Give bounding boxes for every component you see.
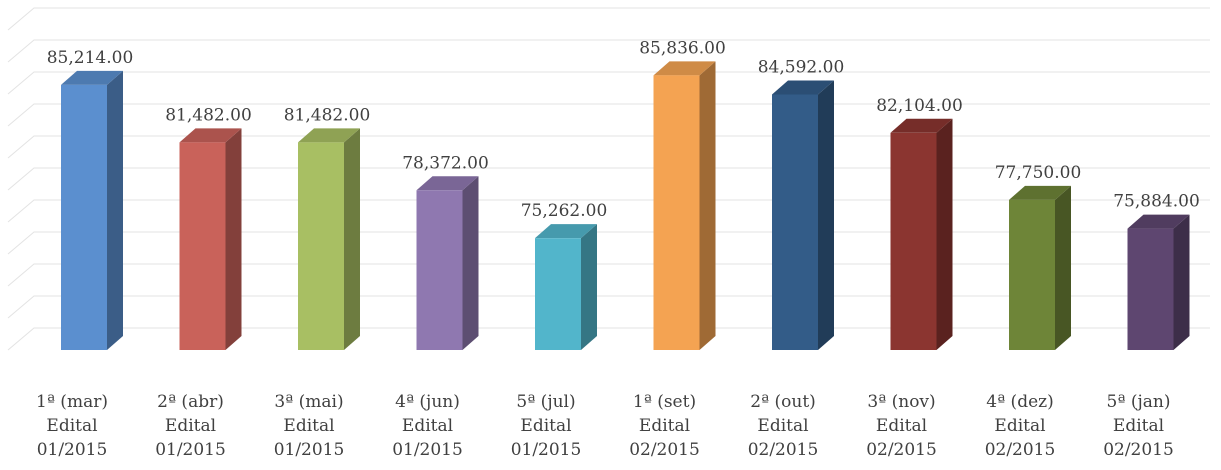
x-tick-label: 2ª (out) Edital 02/2015 [724, 390, 842, 462]
bars [61, 61, 1190, 351]
bar-side-face [107, 70, 123, 350]
bar-top-face [298, 128, 360, 143]
x-tick-label: 5ª (jul) Edital 01/2015 [487, 390, 605, 462]
bar [1009, 185, 1071, 350]
bar-side-face [936, 118, 953, 350]
x-tick-label-line: Edital [46, 416, 98, 436]
x-tick-label-line: 02/2015 [747, 440, 819, 460]
bar-front-face [298, 142, 344, 350]
bar [298, 128, 360, 350]
data-label: 81,482.00 [284, 105, 371, 125]
bar-top-face [416, 176, 479, 191]
x-tick-label-line: Edital [401, 416, 454, 436]
bar [890, 118, 953, 350]
bar-top-face [1009, 185, 1071, 200]
bar-side-face [462, 176, 479, 350]
x-tick-label-line: Edital [1112, 416, 1165, 436]
data-label: 82,104.00 [876, 96, 963, 116]
data-label: 75,262.00 [521, 201, 608, 221]
bar-side-face [1055, 185, 1071, 350]
bar-top-face [535, 224, 597, 239]
bar-side-face [1173, 214, 1190, 350]
x-tick-label: 4ª (jun) Edital 01/2015 [369, 390, 487, 462]
bar-front-face [61, 84, 107, 350]
x-tick-label-line: 4ª (dez) [986, 392, 1054, 412]
x-tick-label-line: 3ª (mai) [274, 392, 344, 412]
bar-front-face [1009, 199, 1055, 350]
bar-side-face [225, 128, 242, 350]
x-tick-label: 3ª (mai) Edital 01/2015 [250, 390, 368, 462]
x-tick-label-line: 5ª (jul) [516, 392, 576, 412]
bar-front-face [179, 142, 226, 350]
x-tick-label: 5ª (jan) Edital 02/2015 [1080, 390, 1198, 462]
bar-side-face [699, 61, 716, 351]
x-tick-label-line: 01/2015 [155, 440, 226, 460]
data-label: 78,372.00 [402, 153, 489, 173]
bar [179, 128, 242, 350]
x-tick-label-line: 1ª (mar) [36, 392, 108, 412]
bar-top-face [61, 70, 123, 85]
data-labels: 85,214.00 81,482.00 81,482.00 78,372.00 75,2… [47, 38, 1200, 221]
bar [1127, 214, 1190, 350]
x-tick-label-line: 2ª (abr) [157, 392, 224, 412]
x-tick-label-line: 5ª (jan) [1106, 392, 1171, 412]
bar [61, 70, 123, 350]
bar-top-face [772, 80, 834, 95]
x-tick-label: 3ª (nov) Edital 02/2015 [843, 390, 961, 462]
bar-top-face [890, 118, 953, 133]
bar-front-face [1127, 228, 1174, 350]
data-label: 77,750.00 [995, 163, 1082, 183]
x-tick-label-line: 4ª (jun) [395, 392, 460, 412]
x-tick-label-line: 02/2015 [984, 440, 1056, 460]
x-tick-label-line: 01/2015 [273, 440, 345, 460]
bar-front-face [772, 94, 818, 350]
x-tick-label-line: 1ª (set) [632, 392, 697, 412]
bar [416, 176, 479, 350]
data-label: 84,592.00 [758, 57, 845, 77]
x-tick-label-line: Edital [638, 416, 691, 436]
gridline [7, 71, 1210, 95]
x-tick-label-line: 02/2015 [866, 440, 937, 460]
x-tick-label-line: 02/2015 [629, 440, 700, 460]
x-tick-label-line: 3ª (nov) [867, 392, 936, 412]
x-tick-label-line: 01/2015 [392, 440, 463, 460]
x-tick-label-line: Edital [283, 416, 335, 436]
x-tick-label-line: Edital [994, 416, 1046, 436]
x-tick-label: 1ª (set) Edital 02/2015 [606, 390, 724, 462]
x-tick-label-line: Edital [164, 416, 217, 436]
bar-front-face [535, 238, 581, 350]
bar-top-face [653, 61, 716, 76]
x-tick-label-line: Edital [520, 416, 572, 436]
bar-side-face [581, 224, 597, 350]
x-tick-label-line: 01/2015 [510, 440, 582, 460]
bar [535, 224, 597, 350]
bar-front-face [416, 190, 463, 350]
x-tick-label-line: Edital [757, 416, 809, 436]
bar-side-face [818, 80, 834, 350]
bar-front-face [890, 132, 937, 350]
x-tick-label: 4ª (dez) Edital 02/2015 [961, 390, 1079, 462]
gridlines [7, 7, 1210, 351]
x-tick-label: 1ª (mar) Edital 01/2015 [13, 390, 131, 462]
x-tick-label: 2ª (abr) Edital 01/2015 [132, 390, 250, 462]
bar [772, 80, 834, 350]
data-label: 85,214.00 [47, 48, 134, 68]
bar-side-face [344, 128, 360, 350]
x-tick-label-line: 2ª (out) [750, 392, 816, 412]
data-label: 75,884.00 [1113, 192, 1200, 212]
bar-top-face [179, 128, 242, 143]
data-label: 81,482.00 [165, 105, 252, 125]
bar [653, 61, 716, 351]
gridline [7, 7, 1210, 31]
x-tick-label-line: 01/2015 [36, 440, 108, 460]
data-label: 85,836.00 [639, 38, 726, 58]
x-tick-label-line: 02/2015 [1103, 440, 1174, 460]
gridline [7, 39, 1210, 63]
bar-front-face [653, 75, 700, 351]
x-tick-label-line: Edital [875, 416, 928, 436]
bar-top-face [1127, 214, 1190, 229]
